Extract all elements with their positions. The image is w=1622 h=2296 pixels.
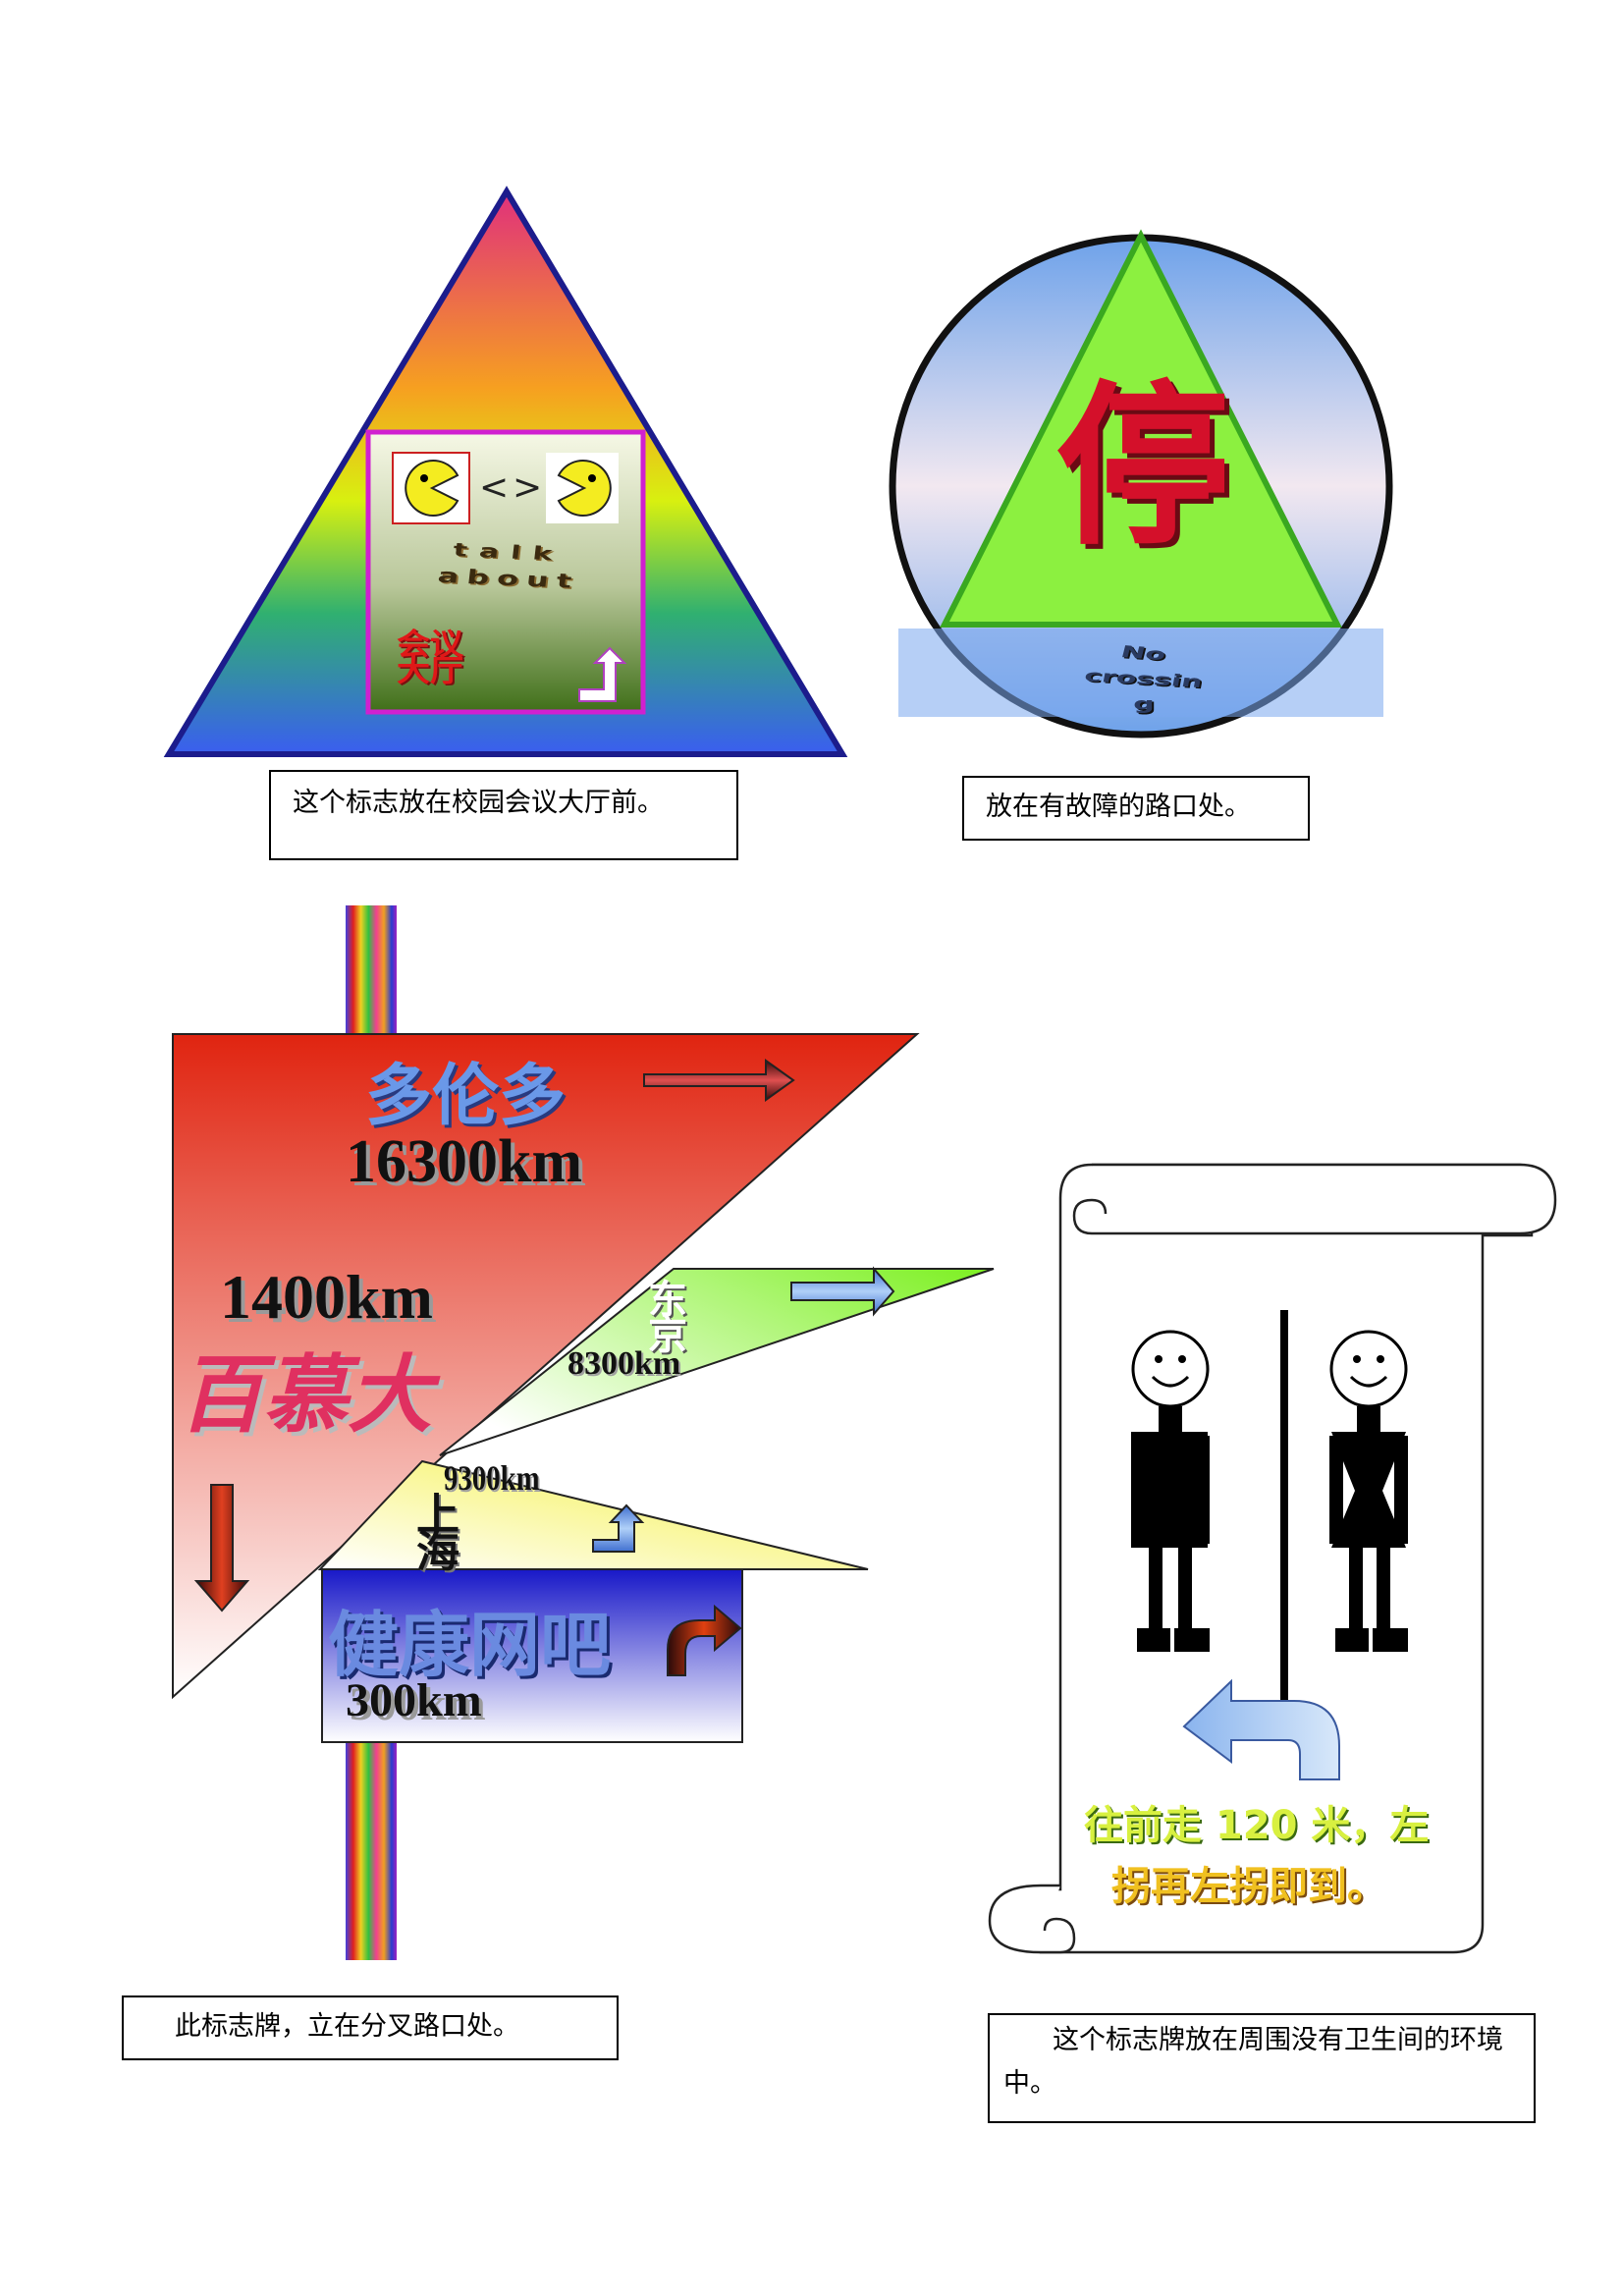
- shanghai-turn-arrow-icon: [592, 1503, 645, 1553]
- netbar-distance: 300km: [346, 1674, 482, 1726]
- about-label: about: [436, 564, 581, 593]
- restroom-directions: 往前走 120 米，左 拐再左拐即到。: [1084, 1795, 1477, 1917]
- tokyo-label-line1: 东: [648, 1278, 687, 1323]
- woman-icon: [1329, 1330, 1408, 1652]
- meeting-hall-line1: 会议: [397, 627, 463, 663]
- toronto-distance: 16300km: [346, 1128, 583, 1195]
- tokyo-label: 东 京: [648, 1278, 687, 1358]
- bermuda-down-arrow-icon: [193, 1484, 250, 1613]
- stop-sign: [889, 229, 1393, 738]
- pacman-left-icon: [405, 460, 460, 517]
- meeting-hall-sign: < >: [163, 186, 848, 757]
- bermuda-distance: 1400km: [220, 1262, 433, 1332]
- scroll-top-roll: [1072, 1163, 1557, 1235]
- restroom-scroll-sign: [988, 1163, 1557, 1954]
- tokyo-label-line2: 京: [648, 1313, 687, 1358]
- entrance-arrow-icon: [578, 646, 627, 702]
- scroll-bottom-roll: [988, 1884, 1076, 1954]
- no-crossing-line2: crossin: [1082, 666, 1205, 692]
- restroom-divider: [1280, 1310, 1288, 1703]
- man-icon: [1131, 1330, 1210, 1652]
- signpost-caption: 此标志牌，立在分叉路口处。: [122, 1995, 619, 2060]
- shanghai-label-line1: 上: [416, 1490, 460, 1540]
- toronto-right-arrow-icon: [643, 1059, 795, 1102]
- netbar-turn-arrow-icon: [667, 1604, 742, 1676]
- stop-water-band: [898, 629, 1383, 717]
- post-bottom: [346, 1738, 397, 1960]
- no-crossing-text: No crossin g: [1031, 638, 1257, 715]
- u-turn-arrow-icon: [1182, 1678, 1340, 1780]
- meeting-hall-label: 会议 大厅: [397, 627, 573, 689]
- bermuda-label: 百慕大: [179, 1345, 432, 1445]
- restroom-directions-line2: 拐再左拐即到。: [1111, 1864, 1386, 1909]
- shanghai-label-line2: 海: [416, 1527, 460, 1577]
- stop-character: 停: [1055, 365, 1230, 569]
- meeting-hall-line2: 大厅: [397, 653, 463, 689]
- meeting-hall-caption: 这个标志放在校园会议大厅前。: [269, 770, 738, 860]
- no-crossing-line3: g: [1133, 694, 1155, 715]
- restroom-directions-line1: 往前走 120 米，左: [1084, 1803, 1430, 1848]
- stop-caption: 放在有故障的路口处。: [962, 776, 1310, 841]
- tokyo-right-arrow-icon: [790, 1266, 895, 1317]
- direction-signpost: [172, 905, 995, 1960]
- toronto-label: 多伦多: [365, 1058, 567, 1135]
- restroom-caption: 这个标志牌放在周围没有卫生间的环境中。: [988, 2013, 1536, 2123]
- shanghai-distance: 9300km: [444, 1458, 540, 1498]
- green-triangle-fill: [439, 1268, 995, 1456]
- talk-right-symbol: >: [513, 467, 542, 508]
- post-top: [346, 905, 397, 1035]
- talk-left-symbol: <: [479, 467, 509, 508]
- shanghai-label: 上 海: [416, 1490, 460, 1577]
- talk-about-text: talk about: [391, 535, 626, 597]
- no-crossing-line1: No: [1118, 642, 1168, 665]
- pacman-left-eye: [420, 474, 428, 482]
- stop-triangle: [940, 229, 1342, 628]
- pacman-right-icon: [557, 460, 612, 517]
- tokyo-distance: 8300km: [568, 1345, 681, 1382]
- netbar-label: 健康网吧: [328, 1604, 612, 1686]
- pacman-right-eye: [588, 474, 596, 482]
